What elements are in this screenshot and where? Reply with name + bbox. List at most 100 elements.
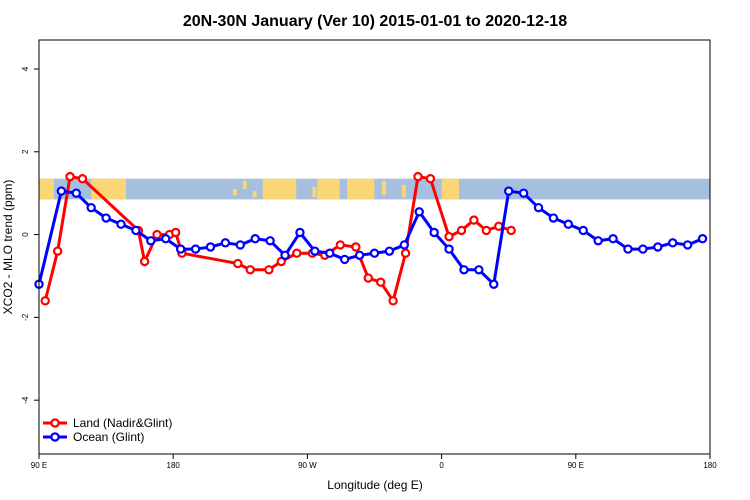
data-point — [235, 240, 245, 250]
map-band-land-detail — [232, 189, 237, 196]
x-axis-label: Longitude (deg E) — [327, 478, 422, 492]
legend: Land (Nadir&Glint)Ocean (Glint) — [43, 416, 172, 444]
map-band-land — [39, 178, 54, 200]
data-point — [668, 238, 678, 248]
data-point — [400, 248, 411, 258]
data-point — [264, 265, 274, 275]
map-band-land — [441, 178, 459, 200]
legend-swatch-marker — [50, 432, 60, 442]
data-point — [161, 234, 171, 244]
y-tick-label: -2 — [21, 313, 30, 321]
data-point — [351, 242, 361, 252]
y-tick-label: 4 — [21, 66, 30, 71]
map-band — [39, 178, 710, 200]
data-point — [292, 248, 302, 258]
data-point — [101, 213, 111, 223]
data-point — [220, 238, 231, 248]
data-point — [280, 250, 290, 260]
series-ocean — [34, 186, 708, 289]
data-point — [131, 225, 141, 236]
legend-swatch-marker — [50, 418, 60, 428]
data-point — [413, 171, 423, 182]
data-point — [506, 225, 516, 236]
data-point — [682, 240, 693, 250]
y-tick-label: 2 — [21, 149, 30, 154]
data-point — [116, 219, 126, 229]
x-tick-label: 90 E — [568, 461, 584, 470]
data-point — [456, 225, 467, 236]
data-point — [444, 244, 454, 254]
map-band-land-detail — [381, 180, 386, 196]
data-point — [563, 219, 574, 229]
data-point — [444, 231, 454, 242]
x-tick-label: 180 — [703, 461, 717, 470]
data-point — [474, 265, 484, 275]
data-point — [233, 258, 243, 269]
map-band-land-detail — [312, 186, 317, 198]
y-tick-label: -4 — [21, 396, 30, 404]
map-band-land-detail — [401, 184, 406, 198]
data-point — [638, 244, 648, 254]
data-point — [533, 202, 544, 213]
data-point — [653, 242, 663, 252]
data-point — [578, 225, 588, 236]
data-point — [425, 173, 436, 184]
data-point — [459, 265, 469, 275]
data-point — [354, 250, 365, 260]
data-point — [697, 234, 708, 244]
x-tick-label: 90 E — [31, 461, 47, 470]
x-tick-label: 180 — [167, 461, 181, 470]
legend-label: Ocean (Glint) — [73, 430, 144, 444]
x-tick-label: 0 — [439, 461, 444, 470]
data-point — [369, 248, 380, 258]
plot-frame — [38, 39, 711, 455]
data-point — [77, 173, 88, 184]
map-band-land-detail — [242, 180, 247, 190]
data-point — [152, 229, 162, 240]
y-axis: -4 -2 0 2 4 — [21, 66, 39, 404]
data-point — [623, 244, 633, 254]
data-point — [376, 277, 386, 287]
data-point — [548, 213, 559, 223]
data-point — [310, 246, 320, 256]
data-point — [250, 234, 260, 244]
data-point — [52, 246, 63, 256]
data-point — [593, 236, 603, 246]
data-point — [384, 246, 395, 256]
data-point — [339, 254, 350, 265]
data-point — [388, 296, 398, 306]
data-point — [139, 256, 150, 267]
data-point — [429, 227, 439, 238]
data-point — [518, 188, 529, 198]
data-point — [71, 188, 81, 198]
y-axis-label: XCO2 - MLO trend (ppm) — [1, 180, 15, 315]
data-point — [295, 227, 305, 238]
data-point — [190, 244, 201, 254]
data-point — [335, 240, 346, 250]
data-point — [245, 265, 255, 275]
chart-title: 20N-30N January (Ver 10) 2015-01-01 to 2… — [183, 13, 567, 30]
data-point — [56, 186, 67, 196]
data-point — [86, 202, 96, 213]
data-point — [170, 227, 181, 238]
y-tick-label: 0 — [21, 232, 30, 237]
data-point — [325, 248, 335, 258]
map-band-land-detail — [252, 191, 257, 198]
data-point — [399, 240, 410, 250]
series-layer — [34, 171, 708, 306]
data-point — [414, 207, 424, 217]
x-tick-label: 90 W — [298, 461, 317, 470]
x-axis: 90 E 180 90 W 0 90 E 180 — [31, 454, 717, 470]
data-point — [608, 234, 618, 244]
data-point — [481, 225, 492, 236]
data-point — [65, 171, 75, 182]
data-point — [469, 215, 479, 225]
legend-label: Land (Nadir&Glint) — [73, 416, 172, 430]
data-point — [489, 279, 499, 289]
data-point — [175, 244, 186, 254]
data-point — [205, 242, 216, 252]
data-point — [146, 236, 156, 246]
data-point — [363, 273, 373, 283]
data-point — [504, 186, 514, 196]
